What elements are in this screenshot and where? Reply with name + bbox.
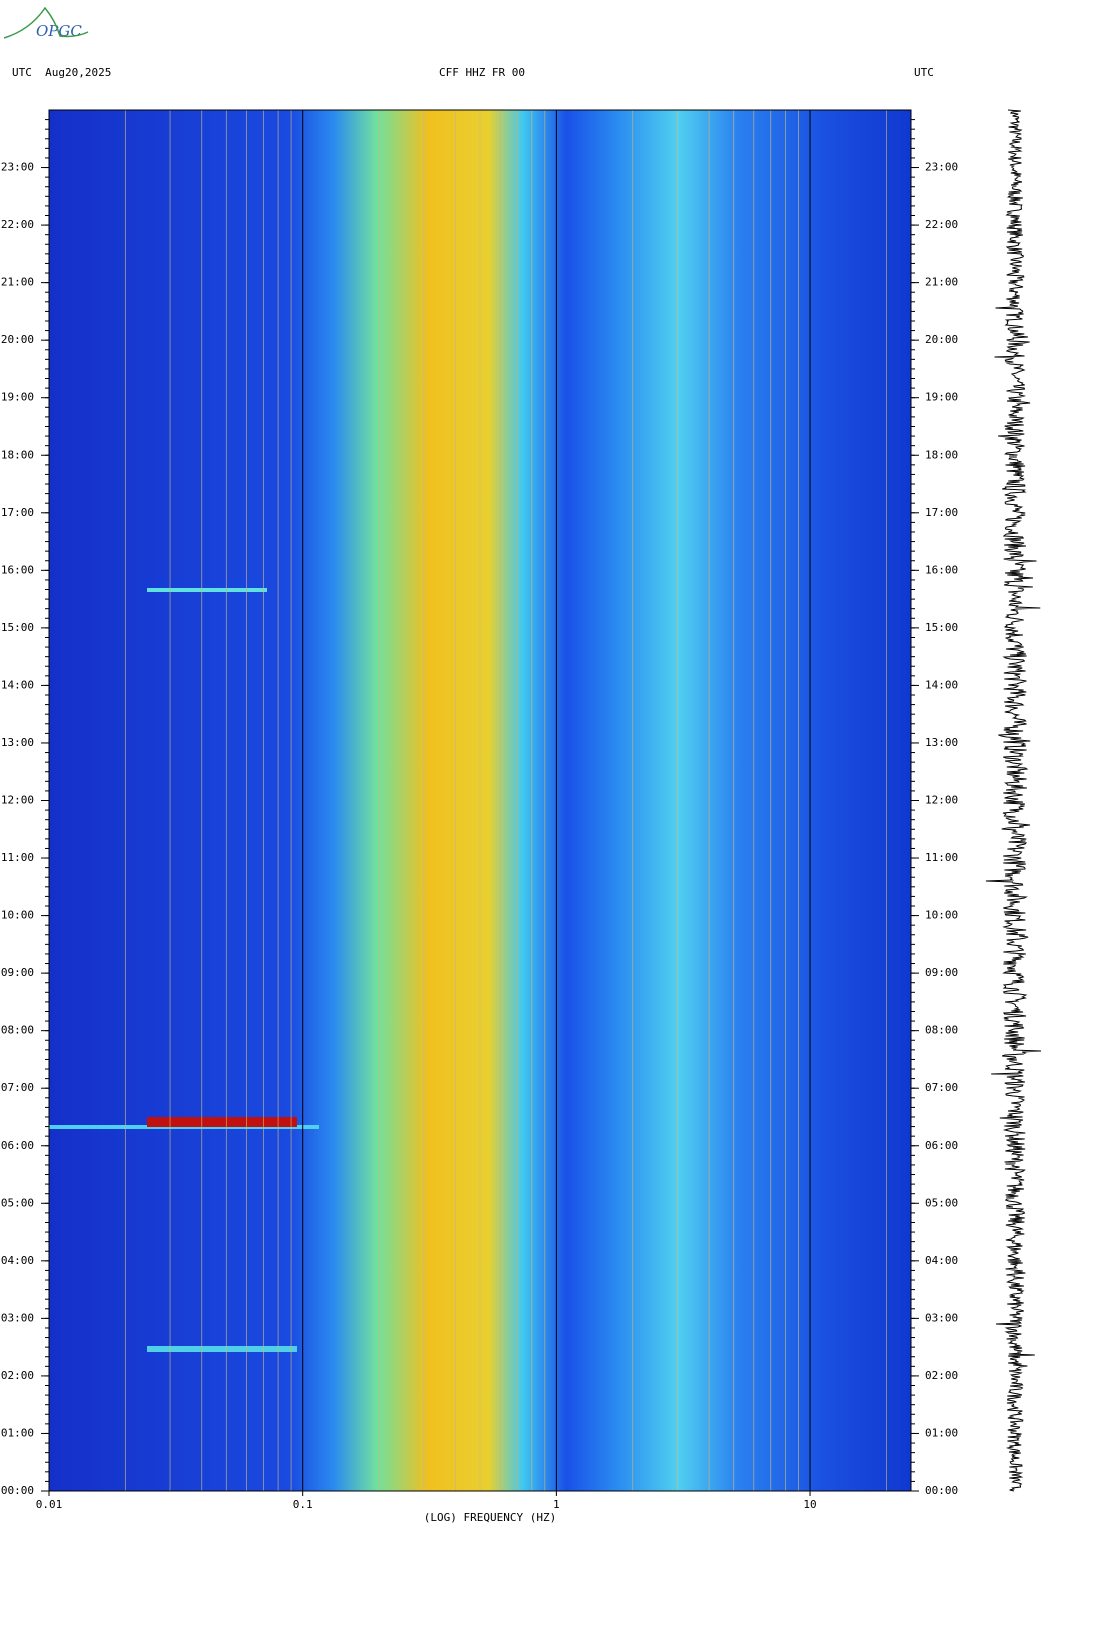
y-tick-label: 04:00 <box>1 1254 34 1267</box>
y-tick-label: 10:00 <box>925 909 958 922</box>
streak <box>147 1346 297 1352</box>
y-tick-label: 06:00 <box>925 1139 958 1152</box>
y-tick-label: 05:00 <box>1 1196 34 1209</box>
seismogram-trace <box>986 110 1041 1491</box>
y-tick-label: 21:00 <box>925 276 958 289</box>
y-tick-label: 12:00 <box>925 794 958 807</box>
chart: OPGC UTC Aug20,2025 CFF HHZ FR 00 UTC (L… <box>0 0 1102 1634</box>
y-tick-label: 07:00 <box>925 1081 958 1094</box>
y-tick-label: 15:00 <box>925 621 958 634</box>
x-tick-label: 0.01 <box>36 1498 63 1511</box>
y-tick-label: 11:00 <box>1 851 34 864</box>
y-tick-label: 14:00 <box>1 678 34 691</box>
y-tick-label: 19:00 <box>925 391 958 404</box>
y-tick-label: 10:00 <box>1 909 34 922</box>
y-tick-label: 12:00 <box>1 794 34 807</box>
x-tick-label: 10 <box>803 1498 816 1511</box>
y-tick-label: 13:00 <box>925 736 958 749</box>
y-tick-label: 11:00 <box>925 851 958 864</box>
seismogram <box>986 110 1041 1491</box>
y-tick-label: 13:00 <box>1 736 34 749</box>
y-tick-label: 14:00 <box>925 678 958 691</box>
y-tick-label: 00:00 <box>1 1484 34 1497</box>
x-axis-label: (LOG) FREQUENCY (HZ) <box>424 1511 556 1524</box>
y-tick-label: 09:00 <box>1 966 34 979</box>
y-tick-label: 01:00 <box>925 1426 958 1439</box>
y-tick-label: 00:00 <box>925 1484 958 1497</box>
y-tick-label: 18:00 <box>1 448 34 461</box>
y-tick-label: 16:00 <box>1 563 34 576</box>
x-tick-label: 0.1 <box>293 1498 313 1511</box>
x-tick-label: 1 <box>553 1498 560 1511</box>
y-tick-label: 17:00 <box>925 506 958 519</box>
y-tick-label: 03:00 <box>925 1311 958 1324</box>
y-tick-label: 08:00 <box>1 1024 34 1037</box>
right-header: UTC <box>914 66 934 79</box>
y-tick-label: 04:00 <box>925 1254 958 1267</box>
y-tick-label: 19:00 <box>1 391 34 404</box>
y-tick-label: 21:00 <box>1 276 34 289</box>
streak <box>147 1117 297 1127</box>
chart-title: CFF HHZ FR 00 <box>439 66 525 79</box>
y-tick-label: 22:00 <box>1 218 34 231</box>
y-tick-label: 02:00 <box>925 1369 958 1382</box>
y-tick-label: 16:00 <box>925 563 958 576</box>
y-tick-label: 18:00 <box>925 448 958 461</box>
y-tick-label: 20:00 <box>925 333 958 346</box>
y-tick-label: 22:00 <box>925 218 958 231</box>
y-tick-label: 15:00 <box>1 621 34 634</box>
left-header: UTC Aug20,2025 <box>12 66 111 79</box>
streak <box>147 588 267 592</box>
y-tick-label: 23:00 <box>925 161 958 174</box>
y-tick-label: 05:00 <box>925 1196 958 1209</box>
y-tick-label: 08:00 <box>925 1024 958 1037</box>
y-tick-label: 03:00 <box>1 1311 34 1324</box>
y-tick-label: 01:00 <box>1 1426 34 1439</box>
y-tick-label: 23:00 <box>1 161 34 174</box>
y-tick-label: 09:00 <box>925 966 958 979</box>
y-tick-label: 02:00 <box>1 1369 34 1382</box>
y-tick-label: 06:00 <box>1 1139 34 1152</box>
y-tick-label: 07:00 <box>1 1081 34 1094</box>
y-tick-label: 17:00 <box>1 506 34 519</box>
y-tick-label: 20:00 <box>1 333 34 346</box>
logo: OPGC <box>36 22 82 40</box>
